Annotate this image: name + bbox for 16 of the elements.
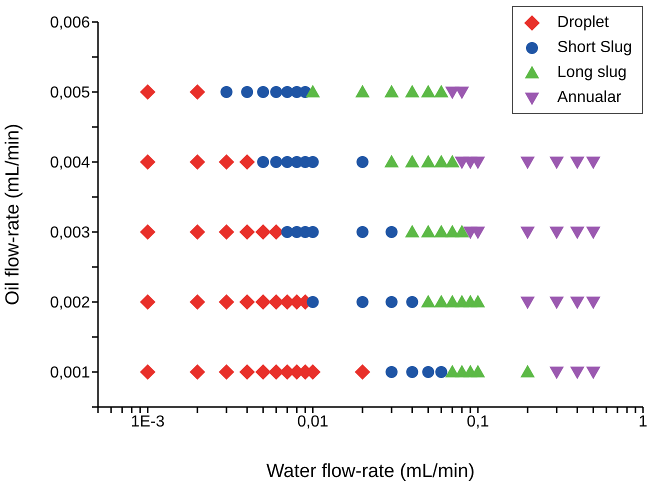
y-tick-label: 0,005 — [50, 84, 90, 102]
legend-label: Annualar — [557, 88, 622, 106]
y-tick-label: 0,001 — [50, 364, 90, 382]
x-tick-label: 0,01 — [297, 413, 328, 430]
legend-label: Long slug — [557, 64, 627, 82]
y-axis-title: Oil flow-rate (mL/min) — [2, 124, 24, 306]
x-tick-label: 0,1 — [466, 413, 490, 430]
x-tick-label: 1E-3 — [130, 413, 165, 430]
y-tick-label: 0,002 — [50, 294, 90, 312]
legend-label: Droplet — [557, 14, 609, 32]
y-tick-label: 0,004 — [50, 154, 90, 172]
legend-label: Short Slug — [557, 38, 632, 56]
y-tick-label: 0,006 — [50, 14, 90, 32]
x-axis-title: Water flow-rate (mL/min) — [266, 461, 475, 482]
y-tick-label: 0,003 — [50, 224, 90, 242]
x-tick-label: 1 — [638, 413, 648, 430]
